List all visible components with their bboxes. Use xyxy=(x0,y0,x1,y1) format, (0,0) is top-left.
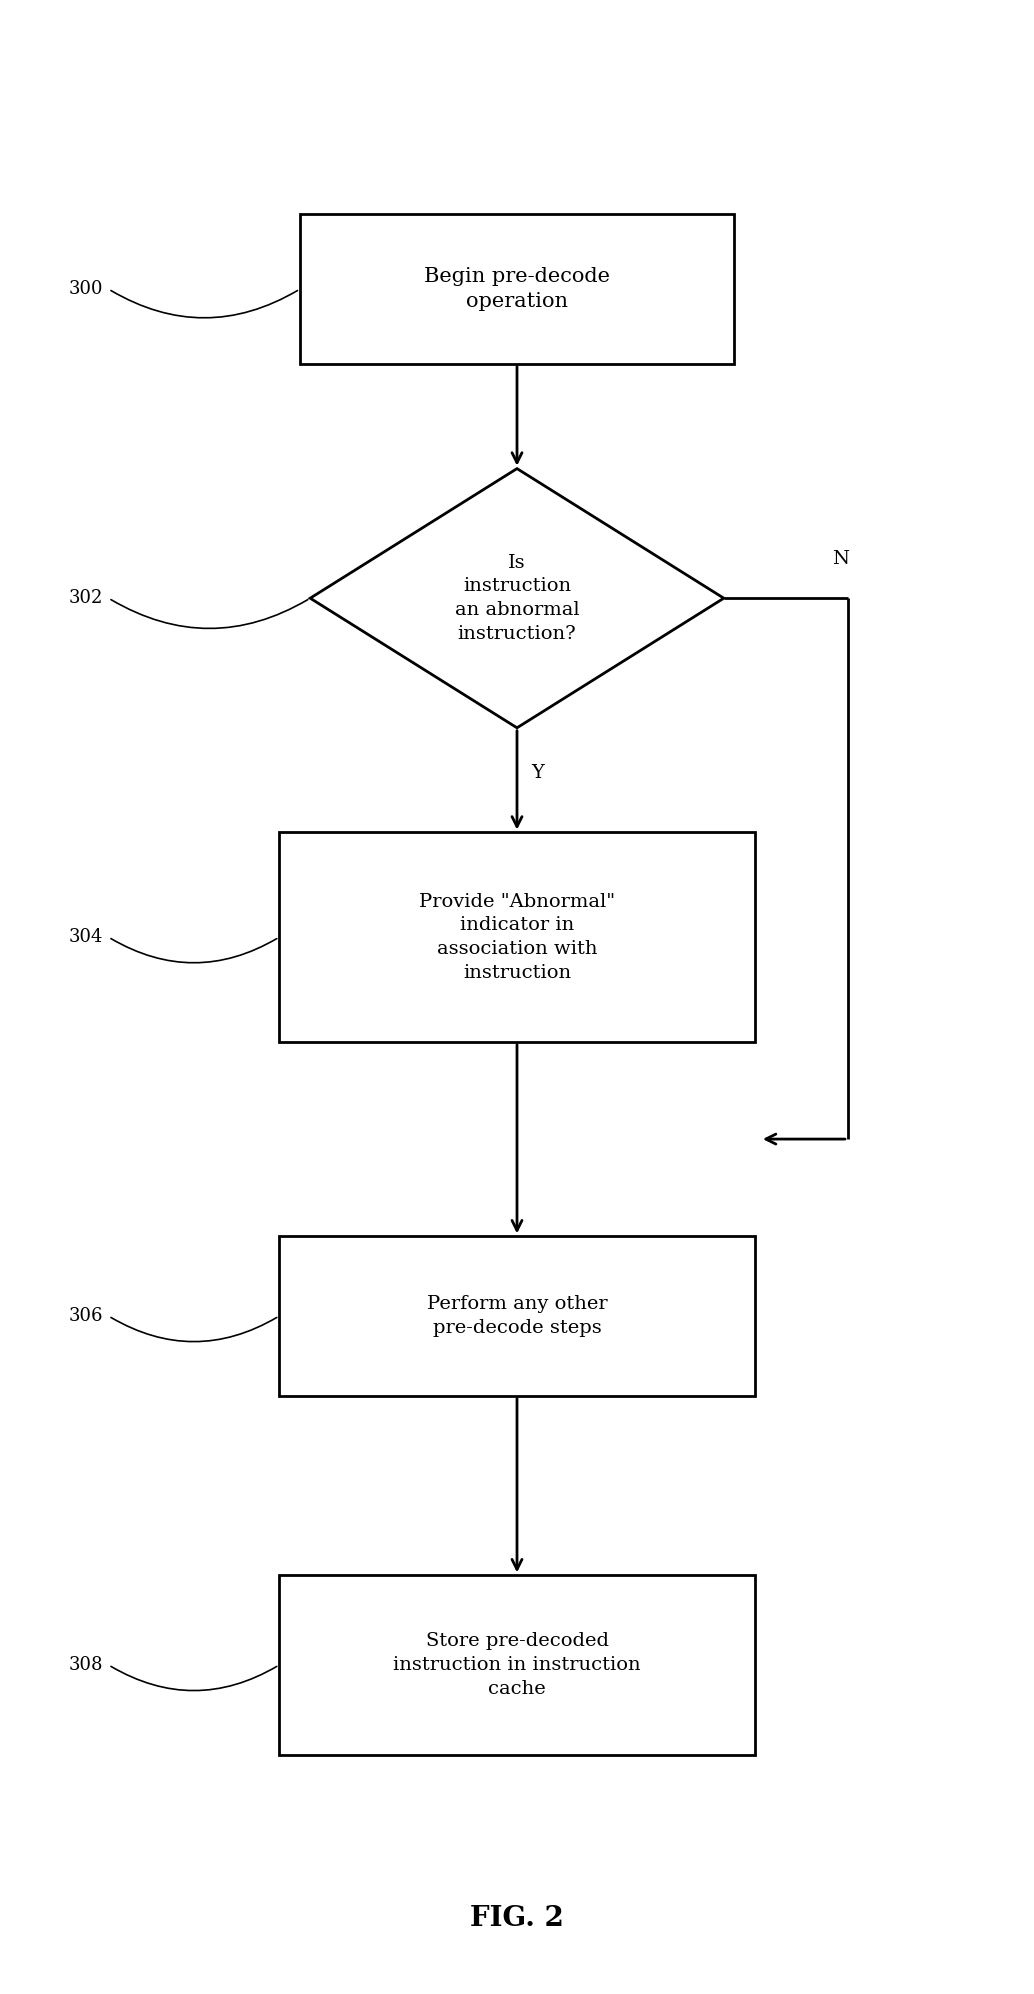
Text: FIG. 2: FIG. 2 xyxy=(470,1904,564,1932)
Text: 300: 300 xyxy=(69,279,103,299)
FancyBboxPatch shape xyxy=(279,1575,755,1755)
Polygon shape xyxy=(310,469,724,728)
Text: Perform any other
pre-decode steps: Perform any other pre-decode steps xyxy=(427,1296,607,1336)
Text: 308: 308 xyxy=(69,1655,103,1675)
Text: Is
instruction
an abnormal
instruction?: Is instruction an abnormal instruction? xyxy=(455,554,579,642)
FancyBboxPatch shape xyxy=(300,215,734,363)
Text: Store pre-decoded
instruction in instruction
cache: Store pre-decoded instruction in instruc… xyxy=(393,1633,641,1697)
Text: Y: Y xyxy=(531,764,544,782)
Text: Provide "Abnormal"
indicator in
association with
instruction: Provide "Abnormal" indicator in associat… xyxy=(419,893,615,981)
Text: 302: 302 xyxy=(69,588,103,608)
Text: Begin pre-decode
operation: Begin pre-decode operation xyxy=(424,267,610,311)
Text: N: N xyxy=(832,550,849,568)
FancyBboxPatch shape xyxy=(279,1236,755,1396)
Text: 304: 304 xyxy=(69,927,103,947)
Text: 306: 306 xyxy=(69,1306,103,1326)
FancyBboxPatch shape xyxy=(279,833,755,1041)
